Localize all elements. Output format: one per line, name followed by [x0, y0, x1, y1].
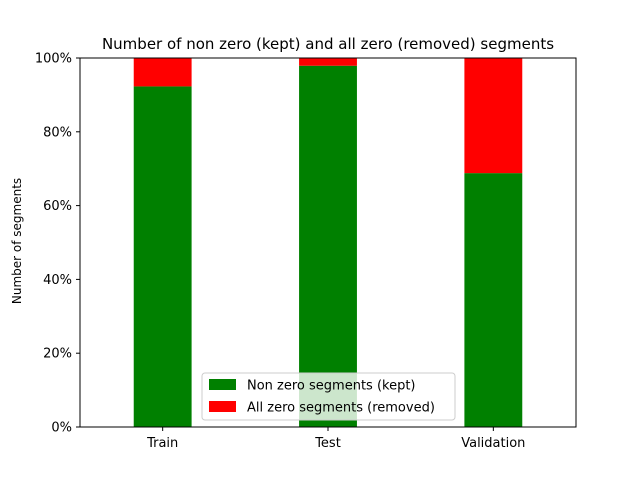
y-tick-label: 40%: [43, 273, 72, 288]
x-tick-label: Train: [146, 436, 178, 451]
bar-train-series-1: [133, 58, 192, 87]
bar-test-series-1: [299, 58, 357, 66]
bar-validation-series-1: [464, 58, 523, 174]
legend-label-0: Non zero segments (kept): [247, 379, 416, 394]
y-tick-label: 80%: [43, 125, 72, 140]
x-tick-label: Test: [314, 436, 341, 451]
x-tick-label: Validation: [461, 436, 525, 451]
chart-title: Number of non zero (kept) and all zero (…: [102, 35, 554, 53]
y-tick-label: 20%: [43, 347, 72, 362]
legend-swatch-1: [209, 401, 236, 412]
axes-group: 0% 20% 40% 60% 80% 100% Train Test Validation: [35, 52, 577, 451]
legend: Non zero segments (kept) All zero segment…: [201, 372, 456, 421]
y-tick-label: 100%: [35, 52, 72, 67]
y-tick-label: 0%: [51, 421, 72, 436]
y-axis-label: Number of segments: [10, 178, 24, 304]
legend-swatch-0: [209, 379, 236, 390]
bar-validation-series-0: [464, 173, 523, 427]
bar-train-series-0: [133, 86, 192, 427]
legend-label-1: All zero segments (removed): [247, 401, 435, 416]
legend-box: [201, 372, 456, 421]
y-tick-label: 60%: [43, 199, 72, 214]
bars-group: [133, 58, 523, 427]
bar-test-series-0: [299, 65, 357, 427]
